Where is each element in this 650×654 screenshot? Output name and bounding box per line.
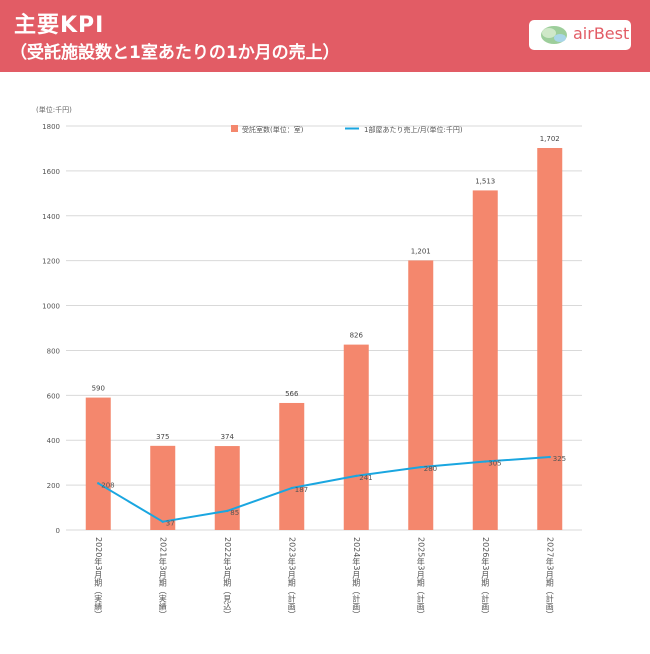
x-category-label: 2025年3月期（計画） <box>416 537 425 618</box>
bar <box>279 402 305 530</box>
y-tick-label: 1800 <box>42 123 60 131</box>
bar-value-label: 590 <box>92 385 105 393</box>
x-category-label: 2022年3月期（見込） <box>223 537 232 618</box>
bar-value-label: 1,513 <box>475 177 495 185</box>
x-category-label: 2024年3月期（計画） <box>352 537 361 618</box>
bar <box>343 344 369 530</box>
y-tick-label: 1600 <box>42 168 60 176</box>
line-value-label: 37 <box>166 520 175 528</box>
line-value-label: 85 <box>230 509 239 517</box>
line-point <box>161 520 164 523</box>
y-tick-label: 1200 <box>42 258 60 266</box>
y-tick-label: 0 <box>56 527 60 535</box>
page-subtitle: （受託施設数と1室あたりの1か月の売上） <box>10 43 340 63</box>
line-point <box>226 509 229 513</box>
line-value-label: 187 <box>295 486 308 494</box>
y-tick-label: 1000 <box>42 303 60 311</box>
bar-value-label: 375 <box>156 433 169 441</box>
x-category-label: 2026年3月期（計画） <box>481 537 490 618</box>
x-category-label: 2020年3月期（実績） <box>94 537 103 618</box>
y-tick-label: 800 <box>47 347 60 355</box>
x-category-label: 2021年3月期（実績） <box>158 537 167 618</box>
legend-bar-swatch <box>231 125 238 132</box>
header-banner: 主要KPI （受託施設数と1室あたりの1か月の売上） airBest <box>0 0 650 72</box>
x-category-label: 2023年3月期（計画） <box>287 537 296 618</box>
line-point <box>419 465 422 469</box>
line-point <box>355 474 358 478</box>
legend: 受託室数(単位：室) 1部屋あたり売上/月(単位:千円) <box>231 125 463 134</box>
line-point <box>290 486 293 490</box>
x-category-label: 2027年3月期（計画） <box>545 537 554 618</box>
bar-value-label: 374 <box>221 433 235 441</box>
bar <box>537 147 563 530</box>
legend-line-label: 1部屋あたり売上/月(単位:千円) <box>364 125 463 134</box>
chart-area: (単位:千円) 0 200 400 600 800 1000 1200 1400 1600 180… <box>0 72 650 650</box>
bar <box>214 446 240 530</box>
legend-bar-label: 受託室数(単位：室) <box>242 125 304 134</box>
bar <box>85 397 111 530</box>
line-point <box>548 455 551 459</box>
line-series <box>97 456 550 523</box>
bar-value-label: 1,702 <box>540 135 560 143</box>
y-tick-label: 1400 <box>42 213 60 221</box>
line-value-label: 305 <box>488 460 501 468</box>
line-value-label: 280 <box>424 465 437 473</box>
unit-note: (単位:千円) <box>36 105 72 114</box>
logo-text: airBest <box>573 24 630 43</box>
line-point <box>484 460 487 463</box>
bar-value-label: 1,201 <box>411 247 431 255</box>
page-title: 主要KPI <box>14 13 105 38</box>
bar-value-label: 826 <box>350 332 364 340</box>
y-tick-label: 600 <box>47 392 60 400</box>
line-point <box>97 482 100 485</box>
y-tick-label: 400 <box>47 437 60 445</box>
bar-value-label: 566 <box>285 390 299 398</box>
bar <box>408 260 434 530</box>
line-value-label: 241 <box>359 474 372 482</box>
line-value-label: 208 <box>101 481 114 489</box>
leaf-logo-icon <box>541 26 567 44</box>
y-tick-label: 200 <box>47 482 60 490</box>
bar <box>472 190 498 530</box>
airbest-logo: airBest <box>529 20 631 50</box>
line-value-label: 325 <box>553 455 566 463</box>
kpi-chart: (単位:千円) 0 200 400 600 800 1000 1200 1400 1600 180… <box>36 105 582 618</box>
